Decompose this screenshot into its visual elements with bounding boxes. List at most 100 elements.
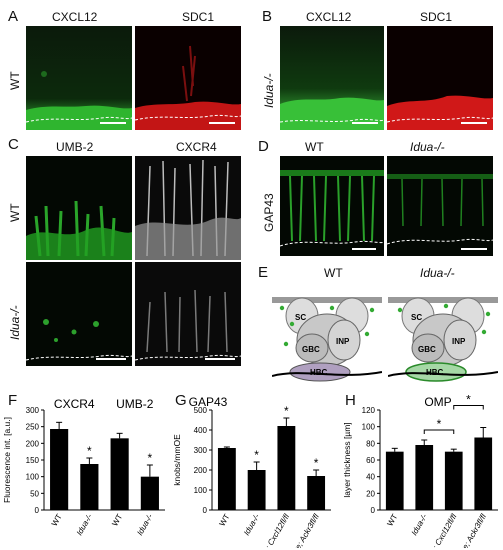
chart-f: 0 50 100 150 200 250 300 Fluorescence int. [a.u… bbox=[2, 397, 165, 537]
panel-d-image-idua bbox=[387, 156, 493, 256]
panel-b-header-cxcl12: CXCL12 bbox=[306, 10, 352, 24]
bar bbox=[247, 470, 266, 510]
panel-c-image-cxcr4-wt bbox=[135, 156, 241, 260]
y-tick-label: 200 bbox=[194, 466, 208, 475]
panel-e-schematic-wt: SC INP GBC HBC bbox=[272, 297, 382, 382]
significance-mark: * bbox=[314, 456, 319, 470]
panel-b-image-cxcl12 bbox=[280, 26, 384, 130]
y-tick-label: 80 bbox=[366, 439, 375, 448]
cell-label-hbc: HBC bbox=[310, 368, 328, 377]
panel-a-row-label: WT bbox=[8, 71, 22, 90]
category-label: WT bbox=[50, 512, 64, 527]
panel-d-image-wt bbox=[280, 156, 384, 256]
y-axis-label: layer thickness [µm] bbox=[342, 422, 352, 497]
cell-label-sc: SC bbox=[295, 313, 306, 322]
panel-c-image-umb2-wt bbox=[26, 156, 132, 260]
category-label: Idua-/- bbox=[75, 512, 95, 537]
y-tick-label: 100 bbox=[362, 423, 376, 432]
y-tick-label: 250 bbox=[26, 423, 40, 432]
y-tick-label: 150 bbox=[26, 456, 40, 465]
panel-letter-h: H bbox=[345, 392, 356, 409]
category-label: Idua-/- bbox=[242, 512, 262, 537]
significance-mark: * bbox=[437, 417, 442, 431]
panel-c-header-umb2: UMB-2 bbox=[56, 140, 94, 154]
panel-d-header-wt: WT bbox=[305, 140, 324, 154]
cell-label-inp: INP bbox=[336, 337, 350, 346]
bar bbox=[50, 429, 69, 510]
cell-label-inp-2: INP bbox=[452, 337, 466, 346]
panel-a-header-sdc1: SDC1 bbox=[182, 10, 215, 24]
y-tick-label: 400 bbox=[194, 426, 208, 435]
panel-b-row-label: Idua-/- bbox=[262, 73, 276, 108]
chart-title: GAP43 bbox=[189, 395, 228, 409]
panel-e-header-wt: WT bbox=[324, 266, 343, 280]
panel-letter-a: A bbox=[8, 8, 19, 25]
significance-mark: * bbox=[466, 393, 471, 407]
panel-c-image-cxcr4-idua bbox=[135, 262, 241, 366]
bar bbox=[277, 426, 296, 510]
bar bbox=[444, 451, 463, 510]
y-tick-label: 100 bbox=[26, 473, 40, 482]
panel-a-image-cxcl12 bbox=[26, 26, 132, 130]
cell-label-sc-2: SC bbox=[411, 313, 422, 322]
panel-c-row-label-idua: Idua-/- bbox=[8, 305, 22, 340]
panel-c-header-cxcr4: CXCR4 bbox=[176, 140, 217, 154]
chart-h: 0 20 40 60 80 100 120 layer thickness [µm] OMP WT… bbox=[342, 393, 498, 548]
y-tick-label: 300 bbox=[194, 446, 208, 455]
panel-letter-g: G bbox=[175, 392, 187, 409]
significance-bracket bbox=[423, 429, 455, 434]
category-label: WT bbox=[218, 512, 232, 527]
category-label: Idua-/- bbox=[135, 512, 155, 537]
y-axis-label: knobs/mmOE bbox=[172, 434, 182, 486]
category-label: Idua-/- bbox=[410, 512, 430, 537]
category-label: WT bbox=[385, 512, 399, 527]
bar bbox=[474, 437, 493, 510]
bar bbox=[307, 476, 326, 510]
y-tick-label: 100 bbox=[194, 486, 208, 495]
panel-e-header-idua: Idua-/- bbox=[420, 266, 455, 280]
bar bbox=[140, 476, 159, 510]
panel-a-header-cxcl12: CXCL12 bbox=[52, 10, 98, 24]
significance-mark: * bbox=[284, 404, 289, 418]
y-tick-label: 120 bbox=[362, 406, 376, 415]
bar bbox=[217, 448, 236, 510]
group-label: UMB-2 bbox=[116, 397, 154, 411]
chart-g: 0 100 200 300 400 500 knobs/mmOE GAP43 WT * Idua-/… bbox=[172, 395, 331, 548]
panel-d-header-idua: Idua-/- bbox=[410, 140, 445, 154]
panel-e-schematic-idua: SC INP GBC HBC bbox=[388, 297, 498, 382]
y-tick-label: 500 bbox=[194, 406, 208, 415]
bar bbox=[80, 464, 99, 510]
y-tick-label: 300 bbox=[26, 406, 40, 415]
y-tick-label: 0 bbox=[35, 506, 40, 515]
y-tick-label: 20 bbox=[366, 489, 375, 498]
panel-b-image-sdc1 bbox=[387, 26, 493, 130]
panel-letter-e: E bbox=[258, 264, 269, 281]
cell-label-gbc-2: GBC bbox=[418, 345, 436, 354]
y-tick-label: 0 bbox=[371, 506, 376, 515]
panel-letter-d: D bbox=[258, 138, 269, 155]
chart-title: OMP bbox=[424, 395, 451, 409]
y-tick-label: 0 bbox=[203, 506, 208, 515]
panel-letter-b: B bbox=[262, 8, 273, 25]
cell-label-hbc-2: HBC bbox=[426, 368, 444, 377]
y-tick-label: 50 bbox=[30, 489, 39, 498]
panel-a-image-sdc1 bbox=[135, 26, 241, 130]
panel-b-header-sdc1: SDC1 bbox=[420, 10, 453, 24]
group-label: CXCR4 bbox=[54, 397, 95, 411]
panel-c-image-umb2-idua bbox=[26, 262, 132, 366]
category-label: WT bbox=[110, 512, 124, 527]
cell-label-gbc: GBC bbox=[302, 345, 320, 354]
significance-bracket bbox=[453, 405, 484, 410]
bar bbox=[385, 451, 404, 510]
significance-mark: * bbox=[87, 444, 92, 458]
bar bbox=[110, 438, 129, 510]
panel-d-row-label: GAP43 bbox=[262, 193, 276, 232]
y-tick-label: 60 bbox=[366, 456, 375, 465]
panel-c-row-label-wt: WT bbox=[8, 203, 22, 222]
y-axis-label: Fluorescence int. [a.u.] bbox=[2, 417, 12, 503]
significance-mark: * bbox=[148, 451, 153, 465]
y-tick-label: 200 bbox=[26, 439, 40, 448]
bar bbox=[415, 445, 434, 510]
panel-letter-c: C bbox=[8, 136, 19, 153]
significance-mark: * bbox=[254, 448, 259, 462]
